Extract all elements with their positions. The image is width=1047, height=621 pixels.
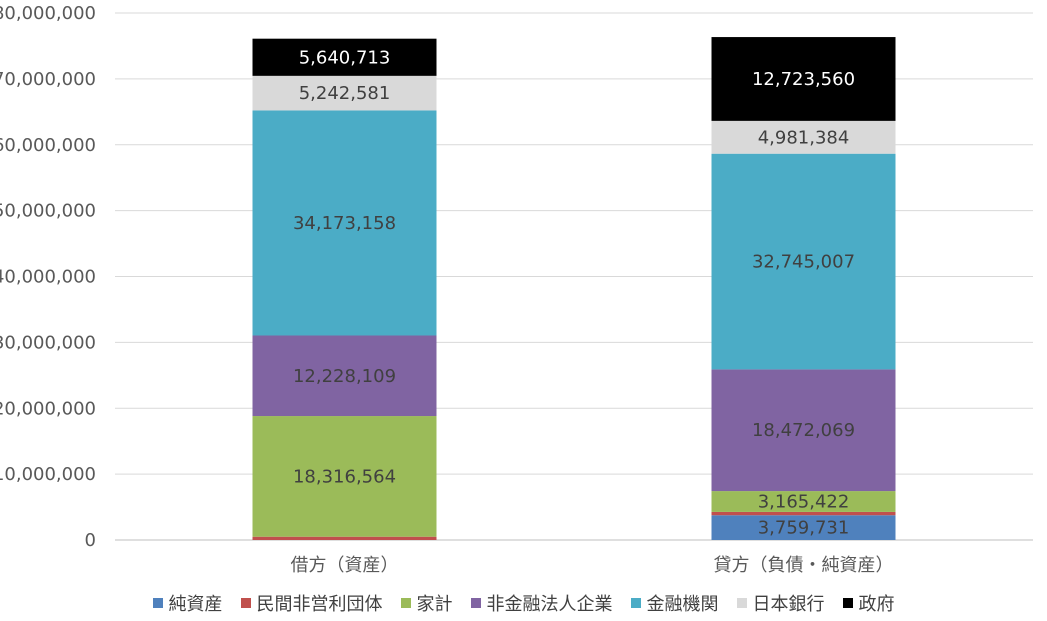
bar-segment	[711, 369, 896, 492]
bar-segment	[711, 37, 896, 121]
bar-segment	[711, 515, 896, 540]
legend-swatch	[736, 598, 747, 608]
legend-item: 金融機関	[630, 590, 719, 616]
legend-item: 民間非営利団体	[240, 590, 383, 616]
y-tick-label: 10,000,000	[0, 464, 96, 485]
legend-label: 政府	[858, 594, 895, 615]
data-label: 12,228,109	[293, 366, 396, 387]
y-tick-label: 30,000,000	[0, 332, 96, 353]
legend-item: 純資産	[152, 590, 223, 616]
data-label: 18,472,069	[752, 420, 855, 441]
bar-segment	[252, 110, 437, 336]
data-label: 3,165,422	[758, 492, 850, 513]
y-tick-label: 40,000,000	[0, 267, 96, 288]
data-label: 34,173,158	[293, 213, 396, 234]
bar-segment	[252, 536, 437, 540]
bar-segment	[252, 75, 437, 111]
legend-swatch	[470, 598, 481, 608]
legend-swatch	[842, 598, 853, 608]
legend-label: 民間非営利団体	[256, 594, 383, 615]
x-category-label: 貸方（負債・純資産）	[714, 555, 894, 576]
data-label: 3,759,731	[758, 518, 850, 539]
y-tick-label: 70,000,000	[0, 69, 96, 90]
legend-swatch	[400, 598, 411, 608]
y-tick-label: 60,000,000	[0, 135, 96, 156]
legend-swatch	[152, 598, 163, 608]
bar-segment	[711, 511, 896, 516]
bar-segment	[711, 153, 896, 370]
legend-item: 日本銀行	[736, 590, 825, 616]
data-label: 18,316,564	[293, 466, 396, 487]
legend-label: 純資産	[168, 594, 223, 615]
y-tick-label: 50,000,000	[0, 201, 96, 222]
legend-item: 政府	[842, 590, 895, 616]
y-tick-label: 0	[85, 530, 96, 551]
x-category-label: 借方（資産）	[291, 555, 399, 576]
data-label: 4,981,384	[758, 127, 850, 148]
legend-label: 金融機関	[646, 594, 719, 615]
data-label: 5,640,713	[299, 47, 391, 68]
bar-segment	[252, 335, 437, 417]
legend-swatch	[630, 598, 641, 608]
legend-item: 非金融法人企業	[470, 590, 613, 616]
bar-segment	[711, 491, 896, 512]
bar-segment	[711, 120, 896, 154]
legend-label: 日本銀行	[752, 594, 825, 615]
bar-segment	[252, 416, 437, 537]
stacked-bar-chart: 0 10,000,000 20,000,000 30,000,000 40,000,00…	[0, 3, 1033, 576]
legend-label: 非金融法人企業	[486, 594, 613, 615]
data-label: 32,745,007	[752, 252, 855, 273]
data-label: 5,242,581	[299, 83, 391, 104]
data-label: 12,723,560	[752, 69, 855, 90]
chart-legend: 純資産 民間非営利団体 家計 非金融法人企業 金融機関 日本銀行 政府	[0, 588, 1047, 618]
legend-label: 家計	[416, 594, 453, 615]
bar-segment	[252, 38, 437, 76]
legend-item: 家計	[400, 590, 453, 616]
legend-swatch	[240, 598, 251, 608]
y-tick-label: 20,000,000	[0, 398, 96, 419]
y-tick-label: 80,000,000	[0, 3, 96, 24]
